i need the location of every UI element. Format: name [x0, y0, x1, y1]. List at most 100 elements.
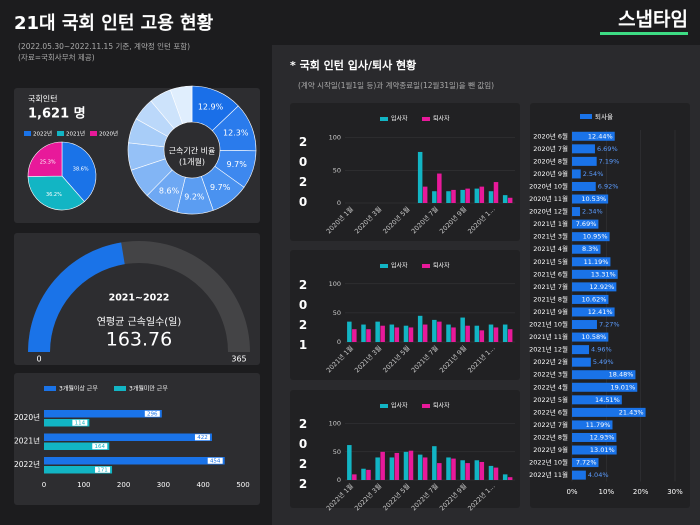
total: 1,621 명 — [28, 106, 86, 122]
legend-label: 입사자 — [391, 115, 408, 123]
value-label: 7.72% — [576, 459, 597, 467]
y-tick-label: 2020년 6월 — [533, 131, 568, 140]
bar — [572, 382, 638, 392]
bar — [474, 325, 480, 342]
bar — [488, 465, 494, 480]
legend-label: 퇴사자 — [433, 402, 450, 410]
legend-label: 퇴사율 — [595, 112, 613, 121]
card — [530, 103, 690, 508]
value-label: 114 — [75, 421, 86, 427]
bar — [446, 324, 451, 342]
value-box — [92, 443, 108, 450]
section-note: (계약 시작일(1월1일 등)과 계약종료일(12월31일)을 뺀 값임) — [298, 80, 494, 90]
bar — [572, 445, 617, 455]
y-tick-label: 2021년 — [14, 436, 40, 446]
slice-label: 9.2% — [184, 192, 205, 201]
legend-swatch — [57, 131, 64, 136]
value-label: 164 — [95, 444, 106, 450]
bar — [380, 325, 385, 342]
y-tick-label: 2020년 10월 — [529, 181, 568, 190]
slice-label: 25.3% — [40, 159, 56, 165]
bar — [572, 294, 609, 304]
y-tick-label: 2021년 9월 — [533, 307, 568, 316]
bar — [479, 186, 485, 203]
y-tick-label: 2021년 12월 — [529, 345, 568, 354]
y-tick-label: 2022년 7월 — [533, 420, 568, 429]
legend-swatch — [90, 131, 97, 136]
value-label: 6.69% — [597, 145, 618, 153]
value-box — [144, 410, 160, 417]
bar — [460, 460, 465, 480]
bar — [572, 357, 591, 367]
y-tick-label: 2020년 9월 — [533, 169, 568, 178]
value-label: 11.79% — [586, 421, 611, 429]
bar — [474, 188, 480, 203]
legend-swatch — [24, 131, 31, 136]
bar — [403, 325, 409, 342]
slice — [27, 175, 85, 211]
bar — [493, 327, 499, 342]
y-tick-label: 2021년 8월 — [533, 294, 568, 303]
bar — [507, 329, 513, 342]
legend-label: 입사자 — [391, 402, 408, 410]
slice-label: 12.3% — [223, 128, 249, 137]
bar — [432, 319, 437, 342]
y-tick-label: 0 — [337, 476, 341, 484]
slice — [169, 85, 193, 125]
x-tick-label: 10% — [599, 488, 615, 496]
bar — [375, 457, 380, 480]
bar — [572, 307, 615, 317]
y-tick-label: 2021년 7월 — [533, 282, 568, 291]
legend-label: 3개월미만 근무 — [129, 385, 168, 393]
bar — [572, 244, 601, 254]
bar — [361, 468, 366, 480]
y-tick-label: 2022년 6월 — [533, 407, 568, 416]
bar — [417, 315, 423, 342]
bar — [451, 189, 456, 203]
legend-swatch — [422, 264, 430, 268]
y-tick-label: 2022년 5월 — [533, 395, 568, 404]
value-label: 12.93% — [590, 433, 615, 441]
slice-label: 9.7% — [226, 160, 247, 169]
bar — [572, 144, 595, 154]
bar — [572, 181, 596, 191]
bar — [417, 454, 423, 480]
bar — [572, 232, 610, 242]
value-label: 13.01% — [590, 446, 615, 454]
bar — [502, 474, 508, 480]
legend-swatch — [380, 404, 388, 408]
value-label: 12.44% — [588, 132, 613, 140]
bar — [44, 466, 113, 474]
value-label: 7.69% — [576, 220, 597, 228]
bar — [389, 457, 395, 480]
year-label: 2021 — [296, 278, 310, 358]
gauge-value-label: 163.76 — [106, 329, 172, 351]
value-label: 2.54% — [583, 170, 604, 178]
bar — [572, 131, 615, 141]
bar — [572, 219, 599, 229]
y-tick-label: 2021년 4월 — [533, 244, 568, 253]
bar — [572, 470, 586, 480]
y-tick-label: 2022년 2월 — [533, 357, 568, 366]
card — [290, 250, 520, 380]
x-tick-label: 300 — [157, 481, 170, 489]
bar — [44, 433, 212, 441]
bar — [572, 194, 609, 204]
y-tick-label: 2022년 4월 — [533, 382, 568, 391]
y-tick-label: 50 — [333, 166, 341, 174]
value-label: 4.04% — [588, 471, 609, 479]
bar — [572, 458, 599, 468]
x-tick-label: 0 — [42, 481, 46, 489]
x-tick-label: 30% — [667, 488, 683, 496]
gauge-label: 연평균 근속일수(일) — [97, 316, 182, 328]
y-tick-label: 2021년 3월 — [533, 232, 568, 241]
y-tick-label: 0 — [337, 338, 341, 346]
year-label: 2022 — [296, 417, 310, 497]
bar — [572, 282, 617, 292]
value-box — [72, 419, 88, 426]
legend-swatch — [380, 264, 388, 268]
bar — [422, 457, 428, 480]
value-label: 5.49% — [593, 358, 614, 366]
subtitle: (2022.05.30~2022.11.15 기준, 계약정 인턴 포함) — [18, 41, 190, 51]
value-label: 18.48% — [609, 371, 634, 379]
